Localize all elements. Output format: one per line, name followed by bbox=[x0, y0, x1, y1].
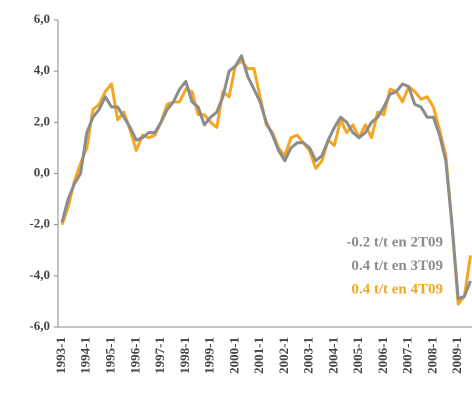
series-line bbox=[60, 54, 472, 301]
x-tick-label: 2003-1 bbox=[301, 337, 316, 374]
y-tick-label: 6,0 bbox=[34, 11, 50, 26]
x-tick-label: 1999-1 bbox=[202, 337, 217, 374]
x-tick-label: 1998-1 bbox=[177, 337, 192, 374]
x-tick-label: 1993-1 bbox=[53, 337, 68, 374]
x-tick-label: 1994-1 bbox=[78, 337, 93, 374]
x-tick-label: 2000-1 bbox=[226, 337, 241, 374]
x-tick-label: 2008-1 bbox=[424, 337, 439, 374]
x-tick-label: 2006-1 bbox=[375, 337, 390, 374]
annotation: 0.4 t/t en 4T09 bbox=[351, 281, 443, 297]
x-tick-label: 2005-1 bbox=[350, 337, 365, 374]
y-tick-label: 0,0 bbox=[34, 164, 50, 179]
x-tick-label: 2002-1 bbox=[276, 337, 291, 374]
annotation: 0.4 t/t en 3T09 bbox=[351, 258, 443, 274]
y-tick-label: 4,0 bbox=[34, 62, 50, 77]
x-tick-label: 2001-1 bbox=[251, 337, 266, 374]
y-tick-label: -2,0 bbox=[29, 216, 50, 231]
x-tick-label: 1997-1 bbox=[152, 337, 167, 374]
y-tick-label: -4,0 bbox=[29, 267, 50, 282]
x-tick-label: 1996-1 bbox=[127, 337, 142, 374]
x-tick-label: 1995-1 bbox=[103, 337, 118, 374]
x-tick-label: 2007-1 bbox=[400, 337, 415, 374]
x-tick-label: 2004-1 bbox=[325, 337, 340, 374]
annotation: -0.2 t/t en 2T09 bbox=[346, 234, 443, 250]
y-tick-label: 2,0 bbox=[34, 113, 50, 128]
x-tick-label: 2009-1 bbox=[449, 337, 464, 374]
y-tick-label: -6,0 bbox=[29, 318, 50, 333]
